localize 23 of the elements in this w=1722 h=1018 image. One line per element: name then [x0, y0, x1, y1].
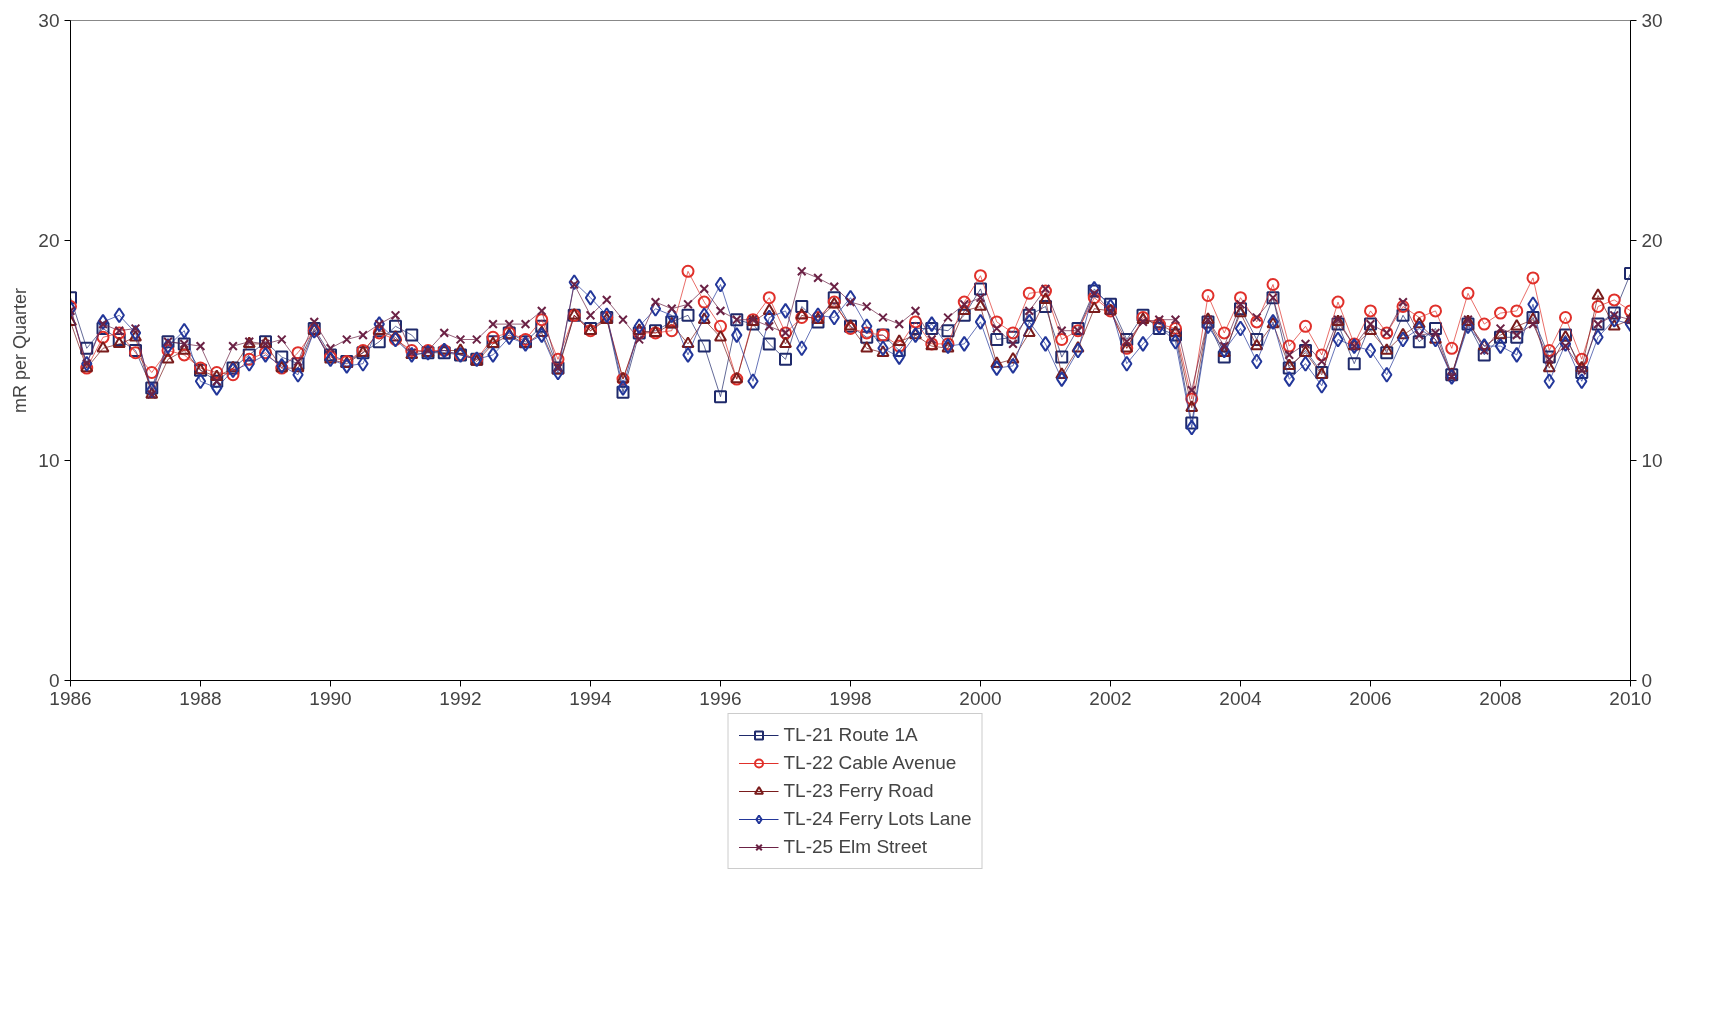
x-tick-label: 1998 — [829, 687, 872, 709]
x-tick-label: 2002 — [1089, 687, 1132, 709]
x-tick-label: 1992 — [439, 687, 482, 709]
x-tick-label: 2000 — [959, 687, 1002, 709]
legend-label: TL-22 Cable Avenue — [783, 752, 957, 774]
legend-label: TL-25 Elm Street — [783, 836, 928, 858]
legend-label: TL-21 Route 1A — [783, 724, 918, 746]
y-tick-label: 20 — [38, 230, 60, 251]
x-tick-label: 1996 — [699, 687, 742, 709]
y2-tick-label: 30 — [1641, 10, 1663, 31]
x-tick-label: 2006 — [1349, 687, 1392, 709]
legend-label: TL-23 Ferry Road — [783, 780, 934, 802]
x-tick-label: 1990 — [309, 687, 352, 709]
y-tick-label: 30 — [38, 10, 60, 31]
x-tick-label: 1994 — [569, 687, 613, 709]
x-tick-label: 2008 — [1479, 687, 1522, 709]
legend-label: TL-24 Ferry Lots Lane — [783, 808, 972, 830]
x-tick-label: 2004 — [1219, 687, 1263, 709]
y-axis-title: mR per Quarter — [10, 287, 31, 414]
y2-tick-label: 10 — [1641, 450, 1663, 471]
x-tick-label: 1988 — [179, 687, 222, 709]
y-tick-label: 10 — [38, 450, 60, 471]
y2-tick-label: 20 — [1641, 230, 1663, 251]
